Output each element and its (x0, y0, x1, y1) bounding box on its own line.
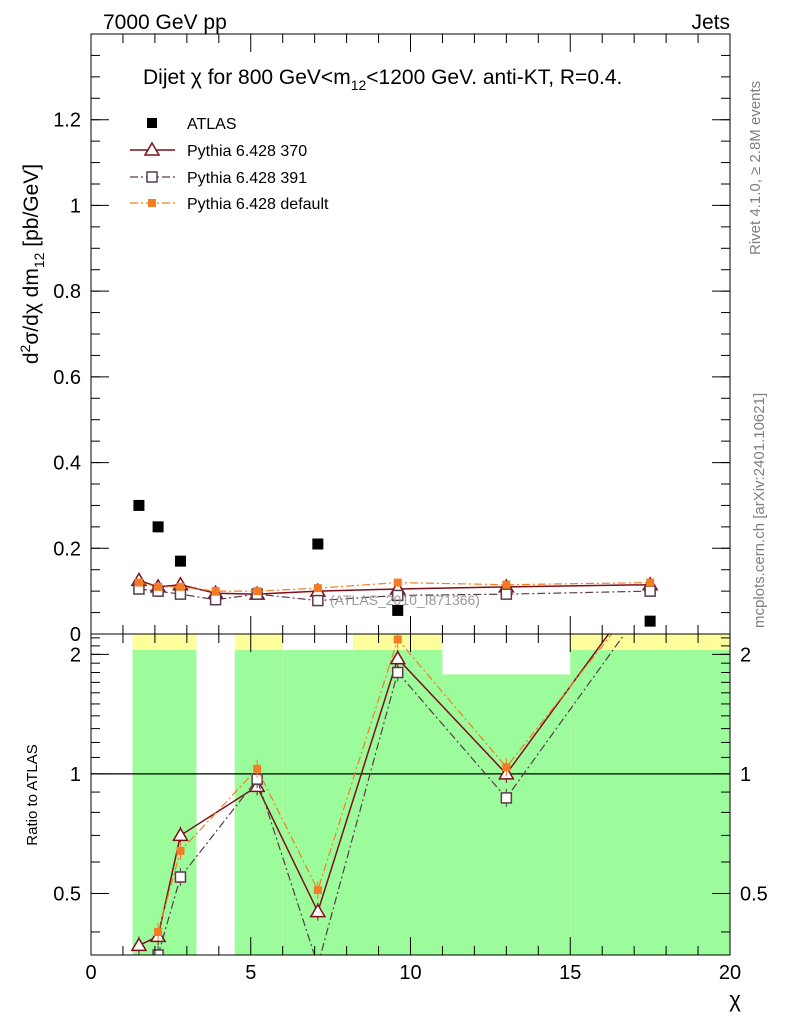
legend-391-label: Pythia 6.428 391 (187, 170, 307, 187)
main-series-0-point (644, 615, 656, 627)
legend-default-marker (148, 199, 156, 207)
ratio-series-1-point (313, 960, 323, 970)
ratio-xtick-label: 20 (719, 962, 741, 984)
main-series-3-point (393, 578, 402, 587)
ratio-xtick-label: 0 (85, 962, 96, 984)
legend-item-391: Pythia 6.428 391 (130, 170, 307, 187)
main-ytick-label: 0.2 (53, 538, 81, 560)
ratio-ytick-label: 1 (70, 764, 81, 786)
main-ytick-label: 0.4 (53, 453, 81, 475)
ratio-series-0-point (309, 903, 327, 918)
main-ytick-label: 0.8 (53, 281, 81, 303)
main-series-2-point (209, 593, 222, 606)
main-series-3-point (253, 587, 262, 596)
ratio-series-2-point (313, 886, 322, 895)
main-series-3-point (176, 582, 185, 591)
main-series-2-point (644, 585, 656, 597)
analysis-watermark: (ATLAS_2010_I871366) (330, 592, 480, 608)
main-series-2-point (391, 589, 404, 602)
main-title: Dijet χ for 800 GeV<m12<1200 GeV. anti-K… (143, 66, 622, 93)
main-series-3-point (211, 587, 220, 596)
main-plot-area (130, 499, 659, 627)
legend-atlas-marker (147, 118, 157, 128)
ratio-ytick-label-right: 0.5 (740, 883, 768, 905)
main-series-0-point (174, 555, 186, 567)
ratio-xtick-label: 15 (559, 962, 581, 984)
ratio-band-green (352, 650, 443, 955)
ratio-axes: 0.5 0.51 12 20 5 10 15 20 (53, 634, 768, 984)
mcplots-label: mcplots.cern.ch [arXiv:2401.10621] (751, 393, 768, 628)
ratio-ytick-label: 0.5 (53, 883, 81, 905)
header-right: Jets (691, 11, 730, 34)
ratio-series-1-point (391, 666, 404, 679)
legend-370-label: Pythia 6.428 370 (187, 143, 307, 160)
ratio-band-green (570, 650, 730, 955)
main-ytick-label: 1 (70, 195, 81, 217)
legend-item-default: Pythia 6.428 default (130, 196, 329, 213)
ratio-series-0-point (172, 826, 189, 842)
ratio-band-green (442, 674, 571, 955)
main-axes: 0 0.2 0.4 0.6 0.8 1 1.2 (53, 33, 731, 646)
ratio-series-2-point (253, 764, 262, 773)
main-series-0-point (152, 521, 164, 533)
main-series-2-point (312, 594, 324, 607)
x-axis-label: χ (729, 987, 741, 1012)
legend-atlas-label: ATLAS (187, 116, 237, 133)
ratio-series-1-point (174, 871, 187, 883)
main-ytick-label: 0.6 (53, 367, 81, 389)
ratio-series-2-point (502, 763, 511, 772)
ratio-series-2-point (154, 927, 163, 936)
ratio-ylabel: Ratio to ATLAS (24, 744, 41, 845)
main-ylabel: d2σ/dχ dm12 [pb/GeV] (17, 164, 47, 364)
ratio-series-1-point (500, 792, 513, 804)
main-series-0-point (133, 499, 145, 511)
main-series-3-point (502, 580, 511, 589)
ratio-ytick-label-right: 2 (740, 644, 751, 666)
ratio-ytick-label: 2 (70, 644, 81, 666)
legend-item-370: Pythia 6.428 370 (130, 141, 307, 160)
main-ytick-label: 1.2 (53, 110, 81, 132)
ratio-band-green (234, 650, 283, 955)
main-series-0-point (392, 604, 404, 616)
ratio-ytick-label-right: 1 (740, 764, 751, 786)
main-series-0-point (312, 538, 324, 550)
rivet-label: Rivet 4.1.0, ≥ 2.8M events (747, 81, 764, 255)
legend-391-marker (146, 171, 158, 183)
ratio-series-0-point (130, 936, 148, 952)
ratio-panel: 0.5 0.51 12 20 5 10 15 20 Ratio to ATLAS χ (24, 633, 768, 1012)
main-series-3-point (134, 578, 143, 587)
legend-370-marker (143, 141, 161, 156)
ratio-xtick-label: 5 (245, 962, 256, 984)
ratio-xtick-label: 10 (399, 962, 421, 984)
ratio-series-2-point (176, 846, 185, 855)
main-series-2-point (500, 588, 513, 600)
ratio-plot-area (91, 634, 730, 970)
legend-default-label: Pythia 6.428 default (187, 196, 329, 213)
main-series-3-point (313, 584, 322, 593)
legend: ATLAS Pythia 6.428 370 Pythia 6.428 391 … (130, 116, 329, 213)
main-panel: 0 0.2 0.4 0.6 0.8 1 1.2 Dijet χ for 800 GeV<m1… (17, 33, 731, 646)
main-series-3-point (646, 578, 655, 587)
ratio-series-2-point (393, 635, 402, 644)
ratio-series-1-point (152, 949, 164, 955)
legend-item-atlas: ATLAS (147, 116, 237, 133)
main-ytick-label: 0 (70, 624, 81, 646)
header-left: 7000 GeV pp (103, 11, 227, 34)
main-series-3-point (154, 582, 163, 591)
